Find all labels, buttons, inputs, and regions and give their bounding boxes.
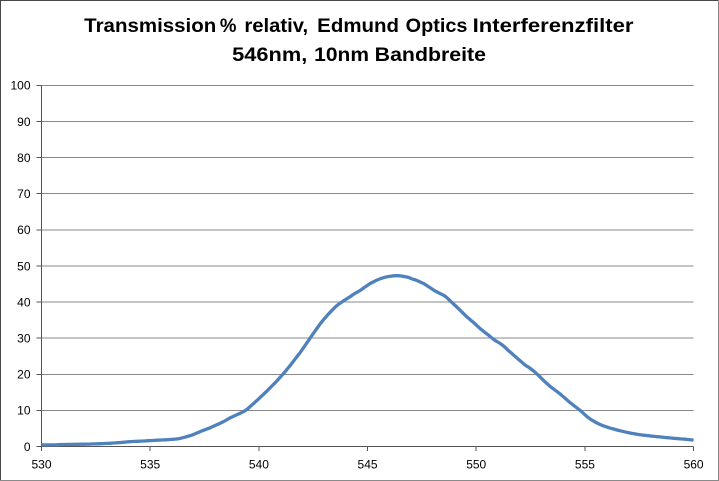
svg-text:90: 90 [17, 115, 31, 129]
svg-text:40: 40 [17, 295, 31, 309]
svg-text:30: 30 [17, 331, 31, 345]
svg-text:545: 545 [358, 457, 378, 471]
svg-text:100: 100 [10, 79, 30, 93]
svg-text:10nm: 10nm [314, 44, 369, 66]
svg-text:20: 20 [17, 368, 31, 382]
svg-text:0: 0 [24, 440, 31, 454]
svg-text:Transmission: Transmission [84, 15, 216, 37]
svg-text:60: 60 [17, 223, 31, 237]
svg-text:Interferenzfilter: Interferenzfilter [473, 15, 634, 37]
svg-text:550: 550 [466, 457, 486, 471]
svg-text:%: % [220, 15, 237, 37]
svg-text:relativ,: relativ, [244, 15, 308, 37]
svg-text:10: 10 [17, 404, 31, 418]
svg-text:50: 50 [17, 259, 31, 273]
svg-text:Bandbreite: Bandbreite [375, 44, 486, 66]
svg-text:70: 70 [17, 187, 31, 201]
svg-text:Optics: Optics [406, 15, 468, 37]
svg-text:546nm,: 546nm, [232, 44, 307, 66]
svg-text:560: 560 [684, 457, 704, 471]
svg-text:535: 535 [140, 457, 160, 471]
svg-text:80: 80 [17, 151, 31, 165]
svg-text:540: 540 [249, 457, 269, 471]
svg-text:555: 555 [575, 457, 595, 471]
svg-text:530: 530 [31, 457, 51, 471]
svg-text:Edmund: Edmund [317, 15, 399, 37]
